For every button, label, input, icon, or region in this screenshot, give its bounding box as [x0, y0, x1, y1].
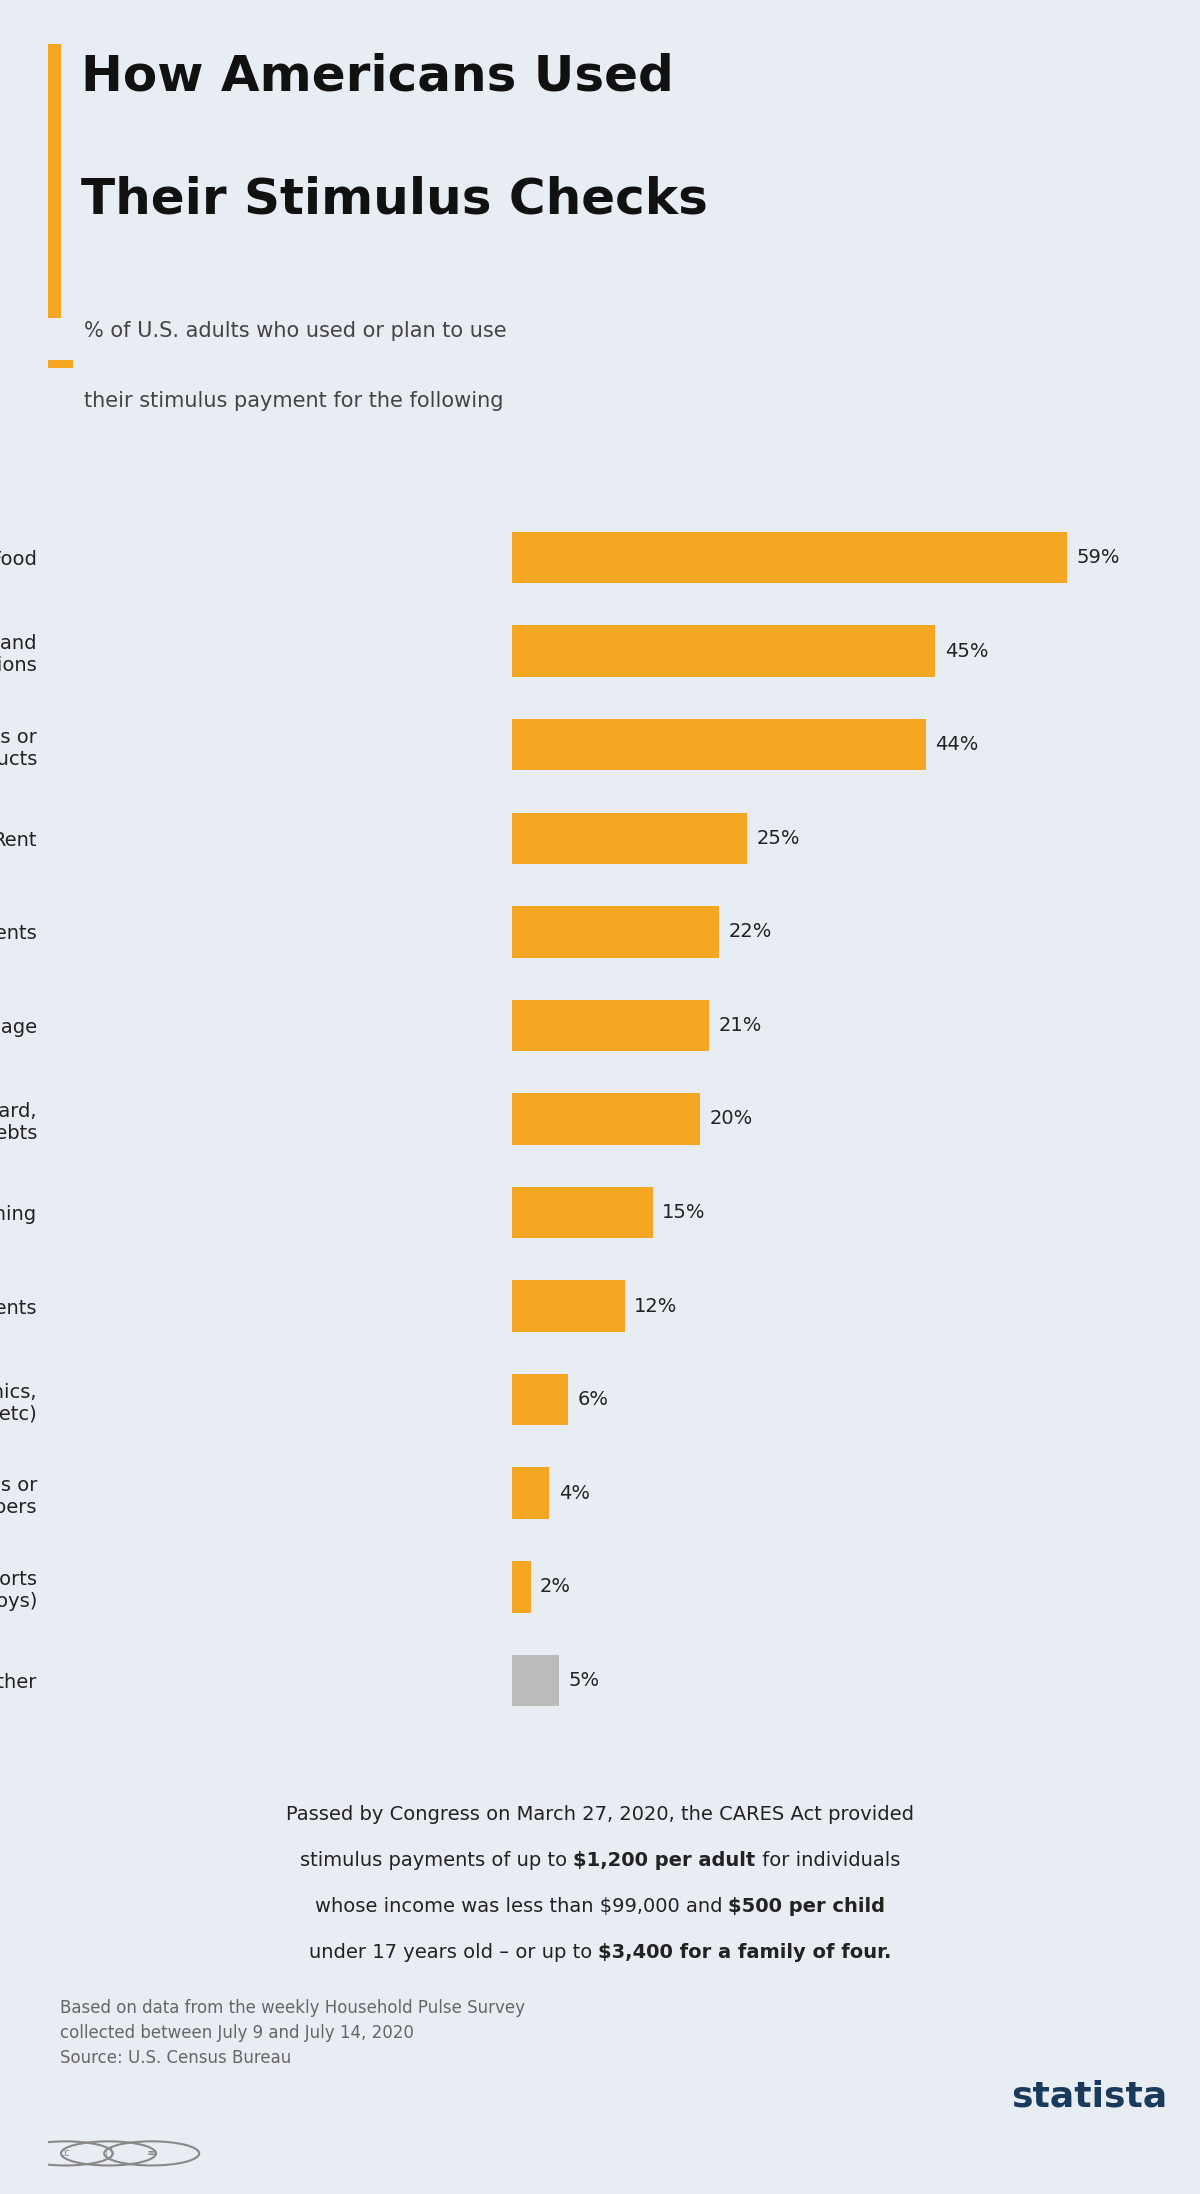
Bar — [511, 1654, 559, 1707]
Text: their stimulus payment for the following: their stimulus payment for the following — [84, 391, 504, 410]
Text: 44%: 44% — [936, 735, 979, 755]
Text: statista: statista — [1010, 2080, 1166, 2113]
Bar — [48, 44, 61, 318]
Text: Based on data from the weekly Household Pulse Survey
collected between July 9 an: Based on data from the weekly Household … — [60, 1999, 526, 2067]
Text: ⓘ: ⓘ — [106, 2148, 112, 2159]
Bar — [511, 1000, 709, 1051]
Bar — [511, 1281, 625, 1332]
Text: under 17 years old – or up to: under 17 years old – or up to — [308, 1942, 598, 1961]
Text: stimulus payments of up to: stimulus payments of up to — [300, 1852, 574, 1869]
Bar — [511, 906, 719, 957]
Text: $1,200 per adult: $1,200 per adult — [574, 1852, 756, 1869]
Bar — [511, 531, 1067, 584]
Text: $500 per child: $500 per child — [728, 1898, 886, 1915]
Text: Their Stimulus Checks: Their Stimulus Checks — [82, 176, 708, 224]
Text: 5%: 5% — [568, 1672, 599, 1689]
Bar — [511, 1093, 700, 1145]
Bar — [511, 1562, 530, 1613]
Text: =: = — [146, 2148, 157, 2159]
Bar — [511, 812, 748, 864]
Text: cc: cc — [60, 2148, 71, 2159]
Text: 25%: 25% — [756, 829, 800, 847]
Bar — [511, 720, 926, 770]
Text: 20%: 20% — [709, 1110, 752, 1128]
Text: 45%: 45% — [944, 641, 989, 660]
Text: whose income was less than $99,000 and: whose income was less than $99,000 and — [314, 1898, 728, 1915]
Bar — [48, 360, 73, 369]
Bar — [511, 1187, 653, 1237]
Text: How Americans Used: How Americans Used — [82, 53, 674, 101]
Text: Passed by Congress on March 27, 2020, the CARES Act provided: Passed by Congress on March 27, 2020, th… — [286, 1806, 914, 1823]
Text: % of U.S. adults who used or plan to use: % of U.S. adults who used or plan to use — [84, 320, 506, 340]
Bar — [511, 1468, 550, 1518]
Text: 21%: 21% — [719, 1016, 762, 1036]
Text: 4%: 4% — [559, 1483, 589, 1503]
Text: $3,400 for a family of four.: $3,400 for a family of four. — [598, 1942, 892, 1961]
Text: 6%: 6% — [577, 1391, 608, 1409]
Text: 12%: 12% — [634, 1297, 678, 1316]
Text: 2%: 2% — [540, 1577, 571, 1597]
Text: for individuals: for individuals — [756, 1852, 900, 1869]
Text: 15%: 15% — [662, 1202, 706, 1222]
Text: 59%: 59% — [1076, 548, 1120, 566]
Text: 22%: 22% — [728, 921, 772, 941]
Bar — [511, 625, 936, 676]
Bar — [511, 1373, 568, 1426]
